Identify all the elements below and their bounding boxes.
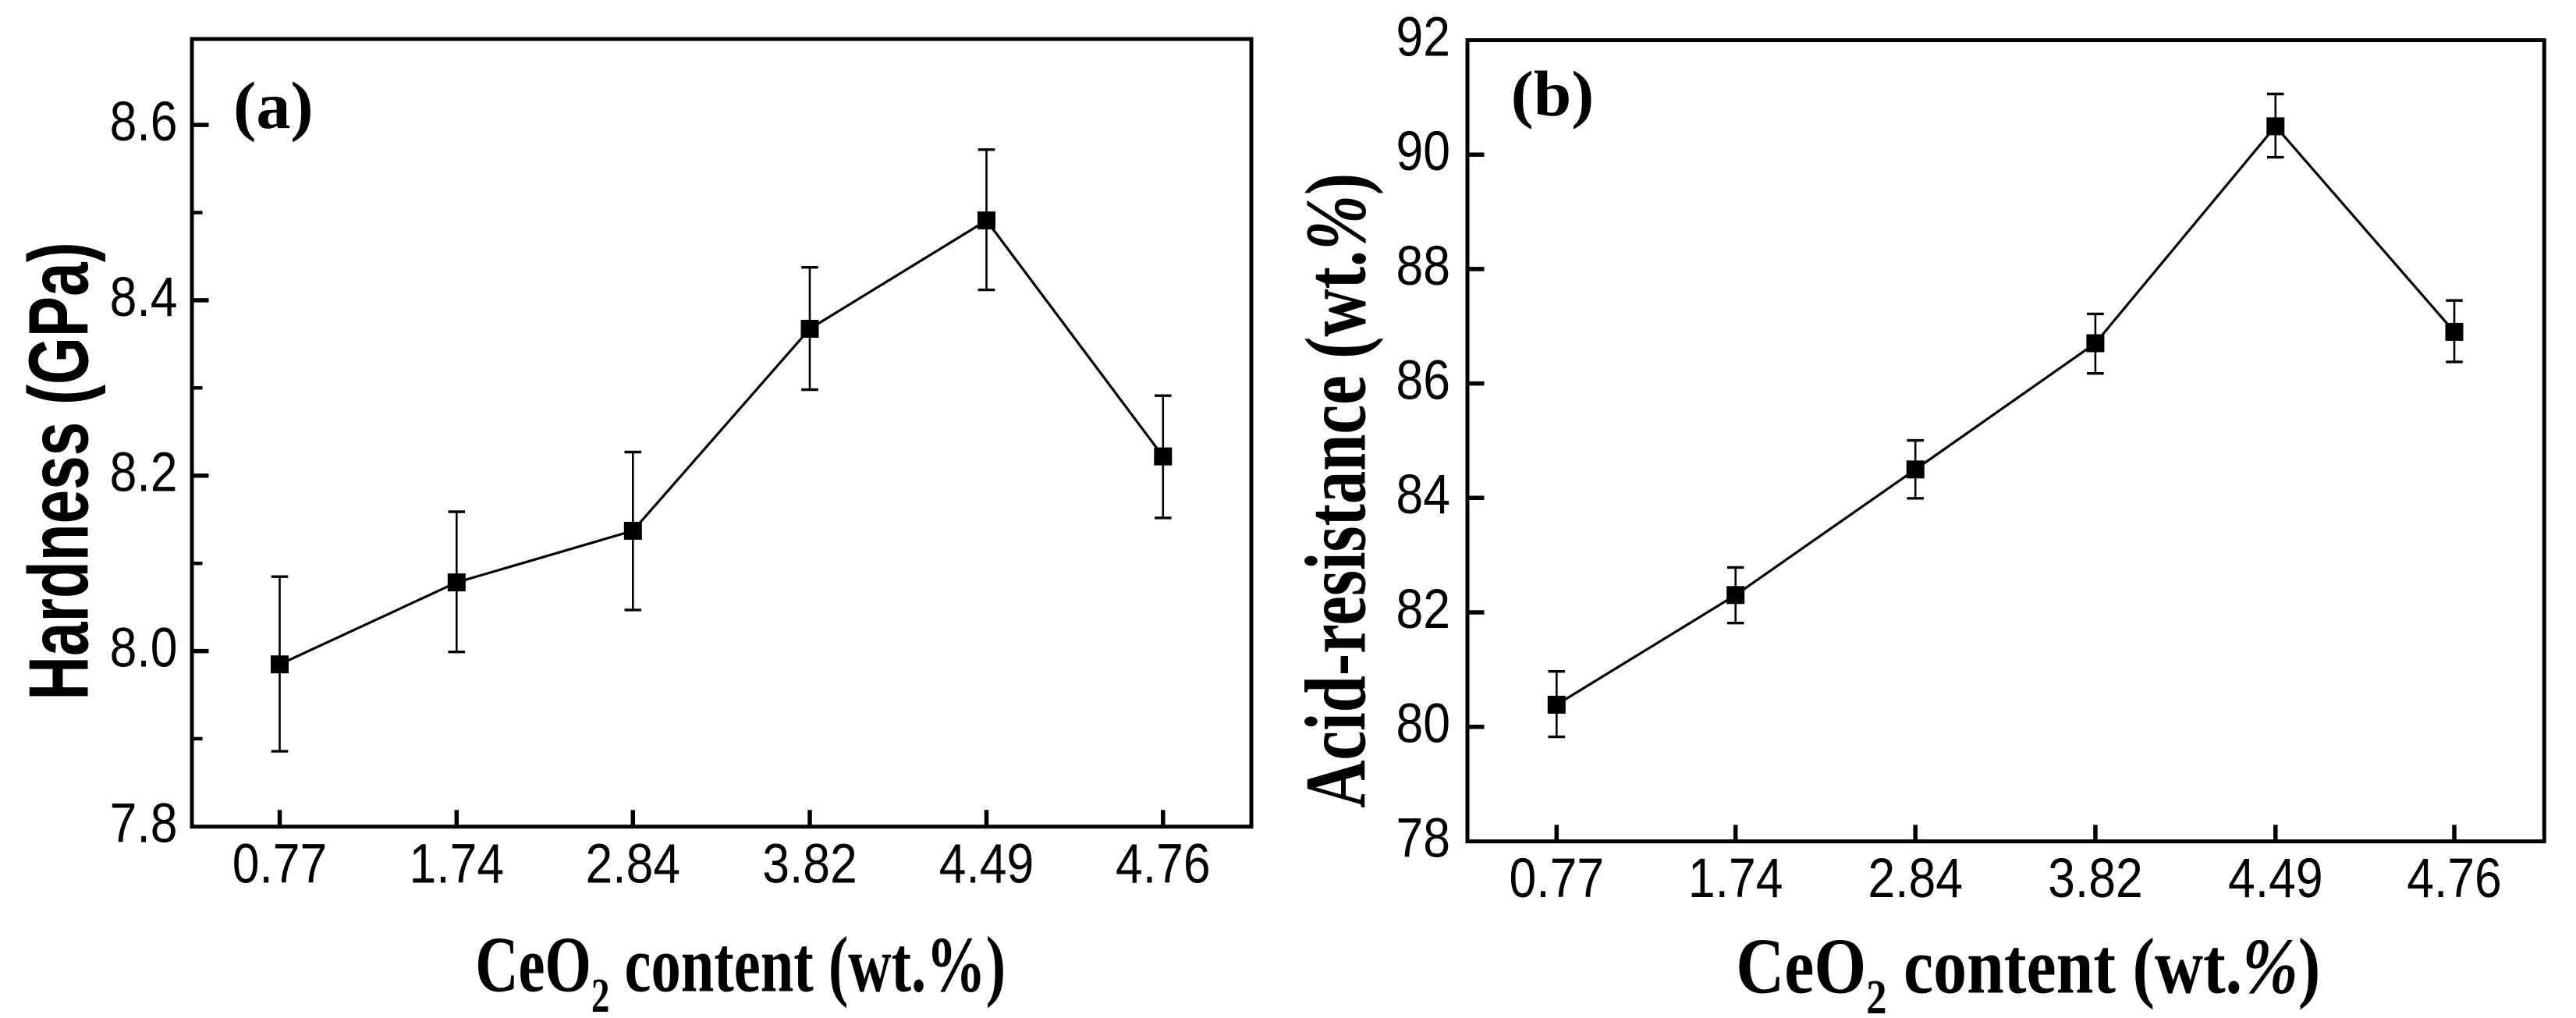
svg-text:78: 78 <box>1396 807 1450 870</box>
svg-text:8.2: 8.2 <box>110 442 178 504</box>
svg-text:8.0: 8.0 <box>110 617 178 679</box>
svg-text:88: 88 <box>1396 235 1450 297</box>
svg-text:4.49: 4.49 <box>2228 847 2323 910</box>
svg-text:Acid-resistance (wt.%): Acid-resistance (wt.%) <box>1289 173 1385 808</box>
svg-text:82: 82 <box>1396 578 1450 640</box>
svg-text:84: 84 <box>1396 463 1450 526</box>
svg-text:7.8: 7.8 <box>110 793 178 855</box>
svg-text:4.76: 4.76 <box>1116 833 1211 896</box>
svg-text:2.84: 2.84 <box>1868 847 1963 910</box>
svg-text:1.74: 1.74 <box>410 833 505 896</box>
svg-text:(a): (a) <box>233 69 314 143</box>
svg-text:92: 92 <box>1396 6 1450 69</box>
svg-text:4.49: 4.49 <box>939 833 1034 896</box>
svg-text:2.84: 2.84 <box>586 833 681 896</box>
svg-text:CeO2 content (wt.%): CeO2 content (wt.%) <box>475 920 1006 1018</box>
svg-text:1.74: 1.74 <box>1688 847 1783 910</box>
svg-text:4.76: 4.76 <box>2407 847 2502 910</box>
svg-text:3.82: 3.82 <box>2048 847 2143 910</box>
svg-text:(b): (b) <box>1511 59 1595 130</box>
svg-text:3.82: 3.82 <box>762 833 857 896</box>
svg-text:0.77: 0.77 <box>1510 847 1605 910</box>
svg-text:80: 80 <box>1396 693 1450 755</box>
svg-text:8.4: 8.4 <box>110 266 178 328</box>
svg-text:86: 86 <box>1396 349 1450 412</box>
svg-text:8.6: 8.6 <box>110 90 178 153</box>
svg-text:CeO2 content (wt.%): CeO2 content (wt.%) <box>1736 923 2320 1018</box>
svg-text:Hardness (GPa): Hardness (GPa) <box>12 242 107 700</box>
svg-text:0.77: 0.77 <box>232 833 328 896</box>
svg-text:90: 90 <box>1396 120 1450 183</box>
